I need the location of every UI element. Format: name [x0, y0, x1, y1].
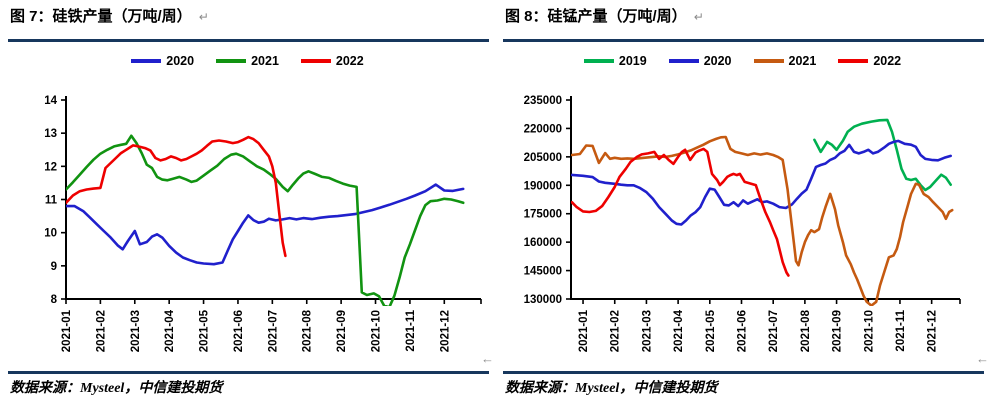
x-tick-label: 2021-08	[302, 309, 314, 352]
x-tick-label: 2021-04	[164, 309, 176, 352]
bottom-divider	[503, 371, 984, 374]
x-tick-label: 2021-06	[736, 310, 748, 352]
figure7-title: 图 7：硅铁产量（万吨/周）	[10, 8, 192, 25]
figure8-source: 数据来源：Mysteel，中信建投期货	[505, 381, 718, 396]
x-tick-label: 2021-02	[610, 310, 622, 352]
y-tick-label: 10	[44, 228, 57, 240]
y-tick-label: 11	[45, 195, 58, 207]
legend-item-2021: 2021	[753, 54, 817, 68]
legend-swatch-2022	[300, 59, 331, 63]
y-tick-label: 205000	[524, 152, 562, 164]
x-tick-label: 2021-03	[130, 310, 142, 352]
y-tick-label: 220000	[524, 123, 562, 135]
series-line-2020	[66, 183, 465, 266]
legend-item-2022: 2022	[838, 54, 901, 68]
series-lines	[571, 118, 954, 306]
x-tick-label: 2021-09	[336, 310, 348, 352]
x-tick-label: 2021-03	[641, 310, 653, 352]
series-line-2021	[66, 134, 465, 306]
legend-item-2022: 2022	[300, 54, 364, 68]
y-tick-label: 160000	[524, 237, 562, 249]
legend-label: 2020	[166, 54, 195, 68]
axis-labels: 130000 145000 160000 175000 190000 205000 2200…	[524, 95, 939, 352]
figure7-chart-canvas[interactable]: 8 9 10 11 12 13 14 2021-01 2021-02 2021-03 2021-04…	[0, 0, 495, 368]
x-tick-label: 2021-08	[800, 309, 812, 352]
top-divider	[8, 39, 489, 42]
series-lines	[66, 134, 465, 306]
figure8-chart-canvas[interactable]: 130000 145000 160000 175000 190000 205000 2200…	[495, 0, 990, 368]
series-line-2022	[66, 135, 287, 258]
legend-swatch-2020	[668, 59, 699, 63]
x-tick-label: 2021-01	[578, 309, 590, 352]
legend-item-2021: 2021	[216, 54, 279, 68]
tick-marks	[566, 99, 961, 304]
x-tick-label: 2021-01	[61, 309, 73, 352]
x-tick-label: 2021-02	[95, 310, 107, 352]
legend: 2020 2021 2022	[0, 54, 495, 68]
figure7-title-row: 图 7：硅铁产量（万吨/周） ↵	[10, 5, 209, 26]
y-tick-label: 8	[51, 294, 58, 306]
y-tick-label: 14	[44, 95, 57, 107]
x-tick-label: 2021-10	[863, 310, 875, 352]
x-tick-label: 2021-10	[371, 310, 383, 352]
x-tick-label: 2021-11	[895, 309, 907, 351]
x-tick-label: 2021-09	[832, 310, 844, 352]
y-tick-label: 190000	[524, 180, 562, 192]
legend-item-2020: 2020	[668, 54, 732, 68]
legend-swatch-2021	[216, 59, 247, 63]
legend-label: 2022	[873, 54, 902, 68]
y-tick-label: 145000	[524, 266, 562, 278]
legend-label: 2022	[335, 54, 364, 68]
legend-label: 2021	[788, 54, 817, 68]
axes	[570, 96, 960, 300]
legend-swatch-2021	[753, 59, 784, 63]
tick-marks	[61, 99, 482, 304]
figure8-title: 图 8：硅锰产量（万吨/周）	[505, 8, 687, 25]
legend-swatch-2022	[838, 59, 869, 63]
series-line-2022	[571, 147, 790, 277]
x-tick-label: 2021-12	[439, 310, 451, 352]
bottom-divider	[8, 371, 489, 374]
chart-panel-figure7: 图 7：硅铁产量（万吨/周） ↵ 2020 2021 2022 8 9 10 11 12 13 1…	[0, 0, 495, 396]
figure8-title-row: 图 8：硅锰产量（万吨/周） ↵	[505, 5, 704, 26]
axis-labels: 8 9 10 11 12 13 14 2021-01 2021-02 2021-03 2021-04…	[44, 95, 451, 352]
paragraph-return-icon: ↵	[198, 10, 209, 24]
legend-label: 2021	[251, 54, 279, 68]
y-tick-label: 13	[44, 128, 57, 140]
x-tick-label: 2021-04	[673, 309, 685, 352]
y-tick-label: 9	[51, 261, 57, 273]
x-tick-label: 2021-05	[199, 309, 211, 352]
left-arrow-icon: ←	[976, 351, 989, 366]
figure7-source: 数据来源：Mysteel，中信建投期货	[10, 381, 223, 396]
legend-label: 2019	[618, 54, 647, 68]
x-tick-label: 2021-07	[768, 310, 780, 352]
x-tick-label: 2021-11	[405, 309, 417, 351]
x-tick-label: 2021-07	[267, 310, 279, 352]
series-line-2021	[571, 135, 954, 306]
left-arrow-icon: ←	[481, 351, 494, 366]
axes	[65, 96, 481, 300]
x-tick-label: 2021-12	[927, 310, 939, 352]
chart-panel-figure8: 图 8：硅锰产量（万吨/周） ↵ 2019 2020 2021 2022 130000 1…	[495, 0, 990, 407]
legend-label: 2020	[703, 54, 732, 68]
series-line-2020	[571, 139, 953, 226]
x-tick-label: 2021-05	[705, 309, 717, 352]
paragraph-return-icon: ↵	[693, 10, 704, 24]
y-tick-label: 235000	[524, 95, 562, 107]
legend-swatch-2020	[131, 59, 162, 63]
legend-swatch-2019	[583, 59, 614, 63]
legend-item-2019: 2019	[583, 54, 647, 68]
y-tick-label: 12	[44, 161, 57, 173]
legend: 2019 2020 2021 2022	[495, 54, 990, 68]
legend-item-2020: 2020	[131, 54, 194, 68]
series-line-2019	[813, 118, 953, 192]
y-tick-label: 175000	[524, 209, 562, 221]
top-divider	[503, 39, 984, 42]
y-tick-label: 130000	[524, 294, 562, 306]
x-tick-label: 2021-06	[233, 310, 245, 352]
